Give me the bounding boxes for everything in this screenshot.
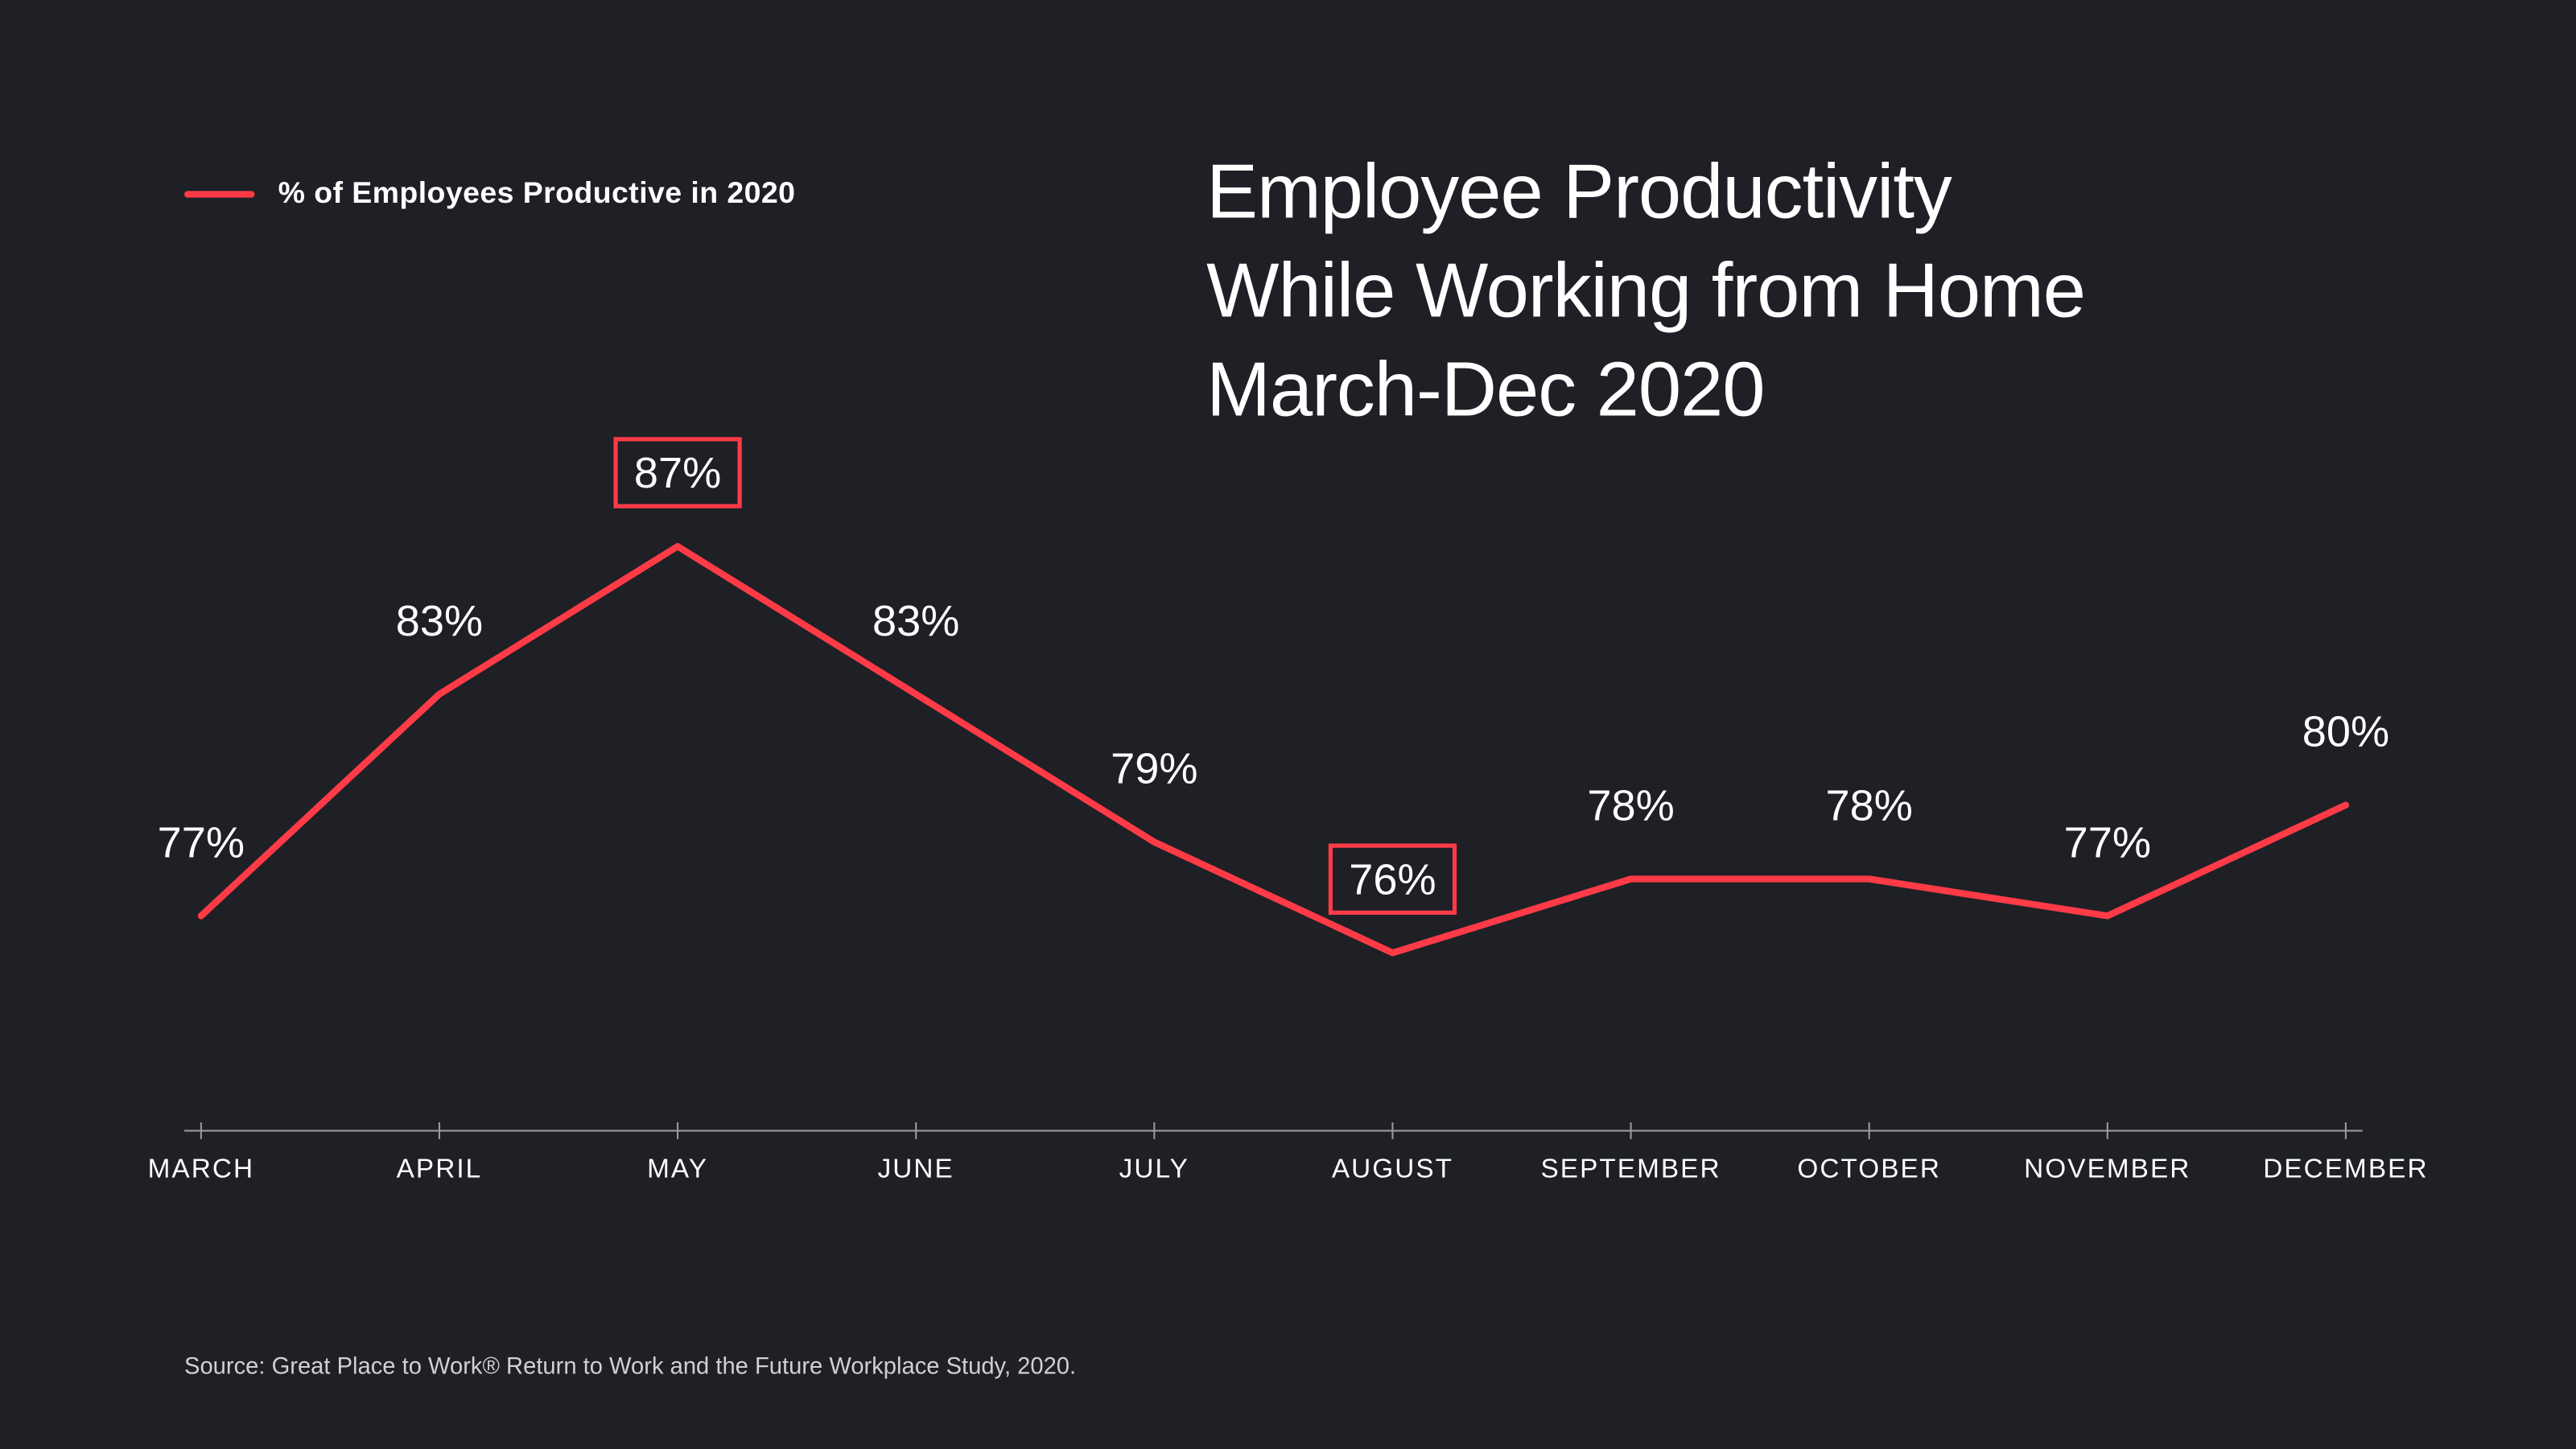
legend-label: % of Employees Productive in 2020	[278, 176, 796, 212]
line-chart: MARCH APRIL MAY JUNE JULY AUGUST SEPTEMBER OCTO…	[0, 385, 2575, 1223]
value-label: 78%	[1587, 782, 1674, 830]
x-axis-label: AUGUST	[1332, 1155, 1453, 1184]
chart-container: % of Employees Productive in 2020 Employ…	[0, 0, 2575, 1449]
x-axis-label: JUNE	[878, 1155, 954, 1184]
x-axis-label: DECEMBER	[2263, 1155, 2428, 1184]
value-label: 83%	[872, 597, 959, 645]
x-axis-label: SEPTEMBER	[1540, 1155, 1721, 1184]
source-text: Source: Great Place to Work® Return to W…	[184, 1352, 1076, 1378]
value-label: 87%	[634, 449, 721, 497]
value-label: 77%	[158, 819, 245, 867]
value-label: 80%	[2302, 708, 2389, 756]
value-label: 78%	[1826, 782, 1913, 830]
x-axis-label: APRIL	[397, 1155, 483, 1184]
value-label: 83%	[396, 597, 483, 645]
x-axis-label: NOVEMBER	[2024, 1155, 2191, 1184]
data-line	[201, 546, 2346, 953]
legend-swatch	[184, 190, 254, 196]
x-axis-label: MARCH	[148, 1155, 255, 1184]
x-axis-label: OCTOBER	[1797, 1155, 1941, 1184]
value-label: 76%	[1349, 855, 1436, 904]
value-label: 79%	[1111, 745, 1197, 793]
x-axis-label: JULY	[1119, 1155, 1189, 1184]
value-label: 77%	[2064, 819, 2151, 867]
legend: % of Employees Productive in 2020	[184, 176, 795, 212]
x-axis-label: MAY	[647, 1155, 708, 1184]
